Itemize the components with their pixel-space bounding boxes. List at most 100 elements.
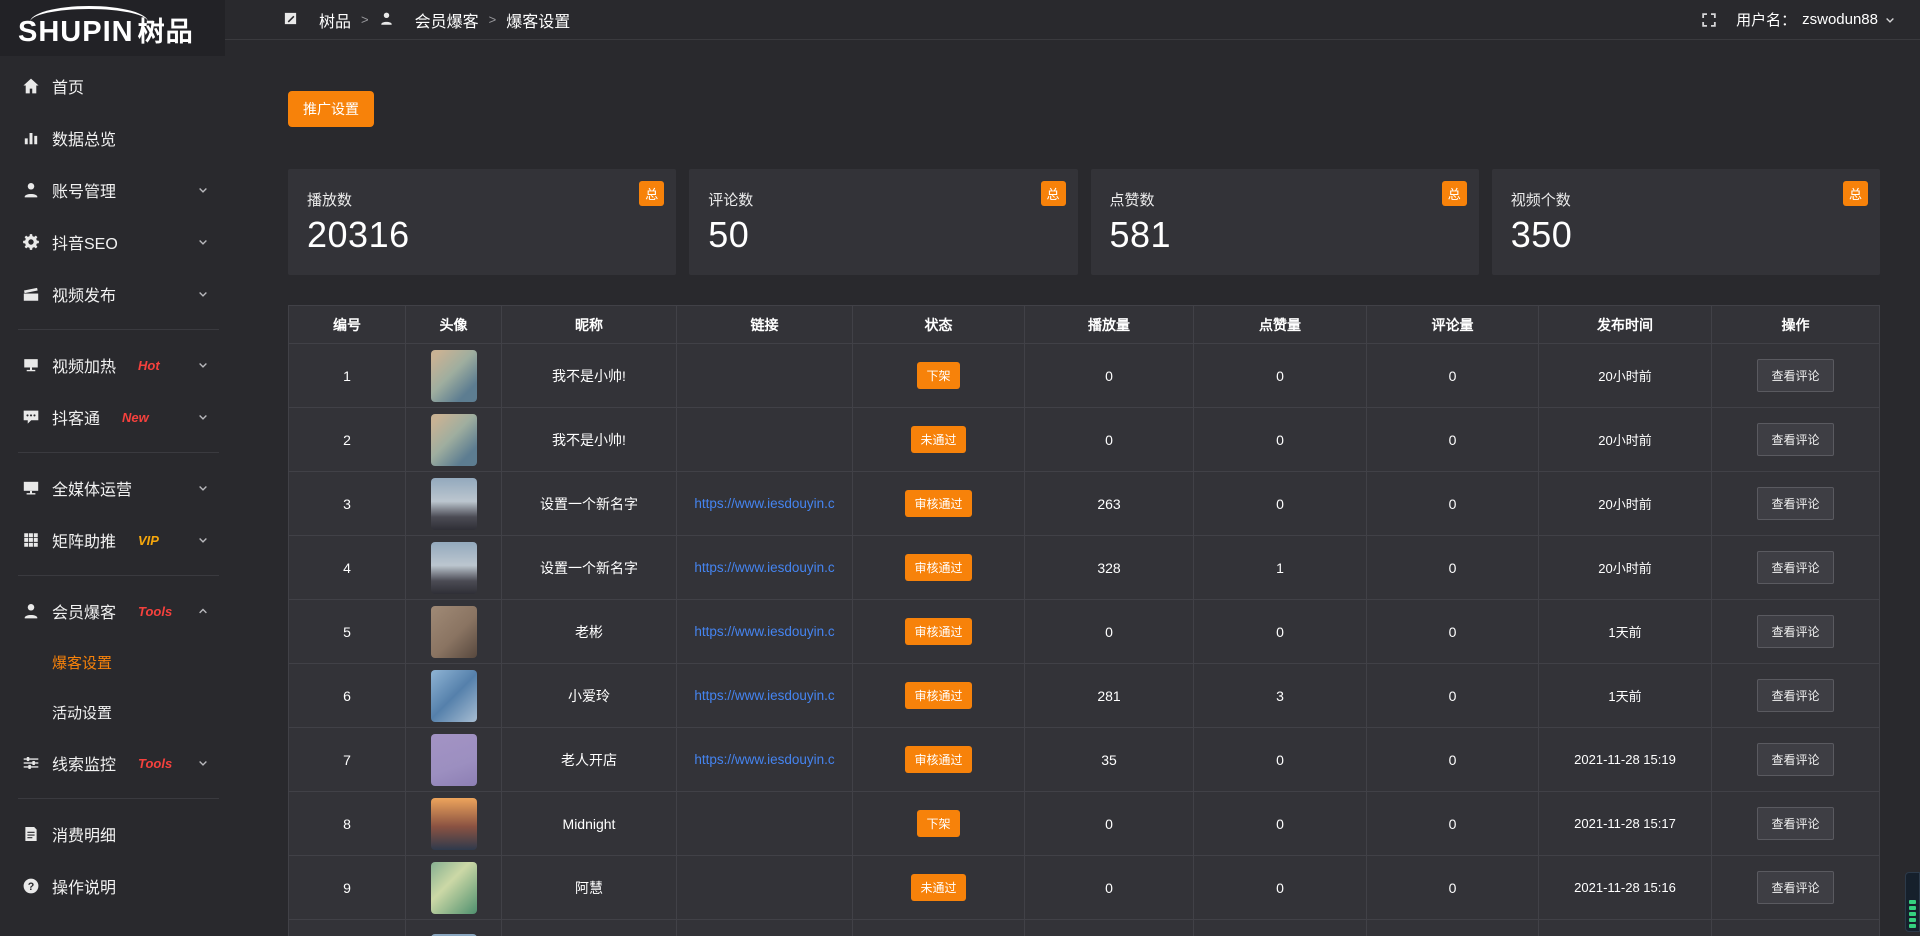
row-number-cell: 8 (289, 792, 406, 855)
view-comments-button[interactable]: 查看评论 (1757, 423, 1834, 456)
plays-cell: 263 (1025, 472, 1194, 535)
avatar-cell (406, 728, 502, 791)
sidebar-item-全媒体运营[interactable]: 全媒体运营 (0, 462, 225, 514)
chevron-down-icon (197, 184, 209, 196)
user-menu[interactable]: 用户名： zswodun88 (1736, 9, 1896, 30)
action-cell: 查看评论 (1712, 792, 1879, 855)
avatar-cell (406, 856, 502, 919)
avatar-cell (406, 408, 502, 471)
breadcrumb-separator: > (361, 12, 369, 27)
corner-scroll-widget[interactable] (1905, 872, 1920, 932)
sidebar-item-视频加热[interactable]: 视频加热 Hot (0, 339, 225, 391)
table-body: 1 我不是小帅! 下架 0 0 0 20小时前 查看评论 2 我不是小帅! 未通过 0 0 0 20小时前查… (289, 344, 1879, 936)
stat-label: 点赞数 (1109, 192, 1155, 209)
status-badge: 下架 (917, 362, 960, 389)
publish-time: 1天前 (1608, 689, 1642, 704)
status-badge: 审核通过 (905, 618, 972, 645)
stat-label: 播放数 (307, 192, 353, 209)
sidebar-item-操作说明[interactable]: ? 操作说明 (0, 860, 225, 912)
video-link[interactable]: https://www.iesdouyin.c (694, 752, 835, 767)
row-number-cell: 2 (289, 408, 406, 471)
video-link[interactable]: https://www.iesdouyin.c (694, 560, 835, 575)
sidebar-item-账号管理[interactable]: 账号管理 (0, 164, 225, 216)
comments-value: 0 (1448, 431, 1457, 448)
view-comments-button[interactable]: 查看评论 (1757, 871, 1834, 904)
sidebar-item-抖音SEO[interactable]: 抖音SEO (0, 216, 225, 268)
chat-icon (22, 408, 40, 426)
likes-value: 0 (1276, 815, 1284, 832)
fullscreen-icon[interactable] (1700, 11, 1718, 29)
breadcrumb-label: 会员爆客 (414, 13, 479, 31)
plays-cell: 328 (1025, 536, 1194, 599)
likes-cell: 0 (1194, 472, 1367, 535)
column-header: 发布时间 (1539, 306, 1712, 343)
avatar (430, 797, 477, 850)
action-cell: 查看评论 (1712, 600, 1879, 663)
view-comments-button[interactable]: 查看评论 (1757, 487, 1834, 520)
view-comments-button[interactable]: 查看评论 (1757, 615, 1834, 648)
likes-cell: 0 (1194, 728, 1367, 791)
plays-cell: 0 (1025, 856, 1194, 919)
avatar (430, 605, 477, 658)
sidebar-item-矩阵助推[interactable]: 矩阵助推 VIP (0, 514, 225, 566)
avatar-cell (406, 472, 502, 535)
video-link[interactable]: https://www.iesdouyin.c (694, 624, 835, 639)
sidebar-item-活动设置[interactable]: 活动设置 (0, 687, 225, 737)
row-number: 5 (343, 623, 351, 640)
table-row: 1 我不是小帅! 下架 0 0 0 20小时前 查看评论 (289, 344, 1879, 408)
column-header: 状态 (853, 306, 1025, 343)
breadcrumb-label: 爆客设置 (506, 13, 571, 31)
sidebar-item-会员爆客[interactable]: 会员爆客 Tools (0, 585, 225, 637)
plays-value: 0 (1105, 879, 1113, 896)
promo-settings-button[interactable]: 推广设置 (288, 91, 374, 127)
video-icon (22, 285, 40, 303)
row-number-cell (289, 920, 406, 936)
main-area: 树品 > 会员爆客 > 爆客设置 用户名： zswodun88 推广设置 (225, 0, 1920, 936)
comments-value: 0 (1448, 495, 1457, 512)
view-comments-button[interactable]: 查看评论 (1757, 551, 1834, 584)
avatar (430, 413, 477, 466)
nickname: 小爱玲 (568, 687, 610, 704)
video-link[interactable]: https://www.iesdouyin.c (694, 496, 835, 511)
view-comments-button[interactable]: 查看评论 (1757, 807, 1834, 840)
likes-cell: 0 (1194, 600, 1367, 663)
row-number-cell: 5 (289, 600, 406, 663)
status-cell: 未通过 (853, 856, 1025, 919)
sidebar-item-label: 会员爆客 (52, 605, 117, 622)
sidebar-item-视频发布[interactable]: 视频发布 (0, 268, 225, 320)
chevron-up-icon (197, 605, 209, 617)
sidebar-item-抖客通[interactable]: 抖客通 New (0, 391, 225, 443)
breadcrumb-item-shupin[interactable]: 树品 (283, 8, 351, 32)
comments-cell: 0 (1367, 536, 1539, 599)
sidebar-item-label: 爆客设置 (52, 654, 113, 672)
view-comments-button[interactable]: 查看评论 (1757, 743, 1834, 776)
sidebar-item-数据总览[interactable]: 数据总览 (0, 112, 225, 164)
sidebar-item-首页[interactable]: 首页 (0, 60, 225, 112)
stat-card-likes: 点赞数 581 总 (1090, 169, 1479, 275)
link-cell (677, 920, 853, 936)
avatar (430, 733, 477, 786)
likes-value: 1 (1276, 559, 1284, 576)
breadcrumb-item-member[interactable]: 会员爆客 (379, 8, 479, 32)
sidebar-item-label: 抖音SEO (52, 236, 118, 253)
sidebar-item-爆客设置[interactable]: 爆客设置 (0, 637, 225, 687)
view-comments-button[interactable]: 查看评论 (1757, 679, 1834, 712)
nickname: 我不是小帅! (552, 431, 626, 448)
view-comments-button[interactable]: 查看评论 (1757, 359, 1834, 392)
status-badge: 未通过 (911, 426, 966, 453)
user-icon (22, 181, 40, 199)
comments-value: 0 (1448, 687, 1457, 704)
sidebar-item-线索监控[interactable]: 线索监控 Tools (0, 737, 225, 789)
plays-cell: 0 (1025, 344, 1194, 407)
page-content: 推广设置 播放数 20316 总 评论数 50 总 点赞数 581 总 视频个数… (225, 40, 1920, 936)
sidebar-item-消费明细[interactable]: 消费明细 (0, 808, 225, 860)
plays-cell: 281 (1025, 664, 1194, 727)
publish-time-cell: 1天前 (1539, 664, 1712, 727)
video-link[interactable]: https://www.iesdouyin.c (694, 688, 835, 703)
likes-cell: 1 (1194, 536, 1367, 599)
question-icon: ? (22, 877, 40, 895)
sidebar-divider (18, 452, 219, 453)
comments-cell (1367, 920, 1539, 936)
plays-cell: 35 (1025, 728, 1194, 791)
status-cell: 未通过 (853, 408, 1025, 471)
